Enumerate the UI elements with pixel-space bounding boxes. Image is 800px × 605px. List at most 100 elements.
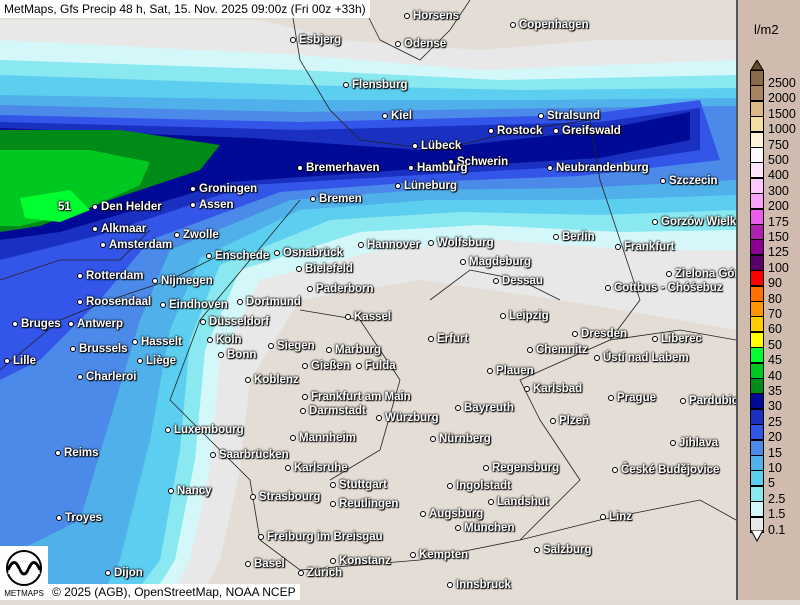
city-name: Paderborn <box>316 283 374 295</box>
city-name: Berlin <box>562 231 595 243</box>
city-label: Bremen <box>310 193 362 205</box>
city-dot-icon <box>376 414 382 421</box>
city-label: Groningen <box>190 183 257 195</box>
city-dot-icon <box>168 487 174 494</box>
city-dot-icon <box>455 404 461 411</box>
city-dot-icon <box>488 127 494 134</box>
city-name: Roosendaal <box>86 296 152 308</box>
legend-swatch <box>750 208 764 225</box>
city-label: Paderborn <box>307 283 374 295</box>
city-dot-icon <box>12 320 18 327</box>
city-dot-icon <box>206 252 212 259</box>
city-label: Plzeň <box>550 415 589 427</box>
legend-label: 90 <box>768 276 782 291</box>
precipitation-map[interactable]: Horsens Copenhagen Esbjerg Odense Flensburg K… <box>0 0 736 600</box>
city-label: Ústí nad Labem <box>594 352 689 364</box>
city-name: Köln <box>216 334 242 346</box>
legend-label: 1500 <box>768 106 796 121</box>
city-dot-icon <box>285 464 291 471</box>
legend-label: 125 <box>768 245 789 260</box>
city-dot-icon <box>428 239 434 246</box>
city-dot-icon <box>210 451 216 458</box>
city-dot-icon <box>132 338 138 345</box>
legend-entry: 125 <box>750 239 800 259</box>
city-dot-icon <box>55 449 61 456</box>
city-dot-icon <box>600 513 606 520</box>
legend-unit: l/m2 <box>754 22 779 37</box>
svg-text:METMAPS: METMAPS <box>4 589 44 598</box>
legend-swatch <box>750 70 764 86</box>
city-label: Bruges <box>12 318 61 330</box>
legend-entry: 0.1 <box>750 516 800 537</box>
legend-entry: 1500 <box>750 100 800 121</box>
city-label: Hasselt <box>132 336 182 348</box>
city-label: Gorzów Wielkopolski <box>652 216 736 228</box>
legend-entry: 20 <box>750 424 800 444</box>
legend-label: 400 <box>768 168 789 183</box>
city-label: Lille <box>4 355 36 367</box>
city-label: Stralsund <box>538 110 600 122</box>
city-name: Marburg <box>335 344 381 356</box>
city-name: Neubrandenburg <box>556 162 649 174</box>
city-dot-icon <box>258 533 264 540</box>
city-name: Lübeck <box>421 140 462 152</box>
city-dot-icon <box>670 439 676 446</box>
city-label: Amsterdam <box>100 239 172 251</box>
city-name: Osnabrück <box>283 247 344 259</box>
city-label: Saarbrücken <box>210 449 289 461</box>
legend-swatch <box>750 347 764 364</box>
city-label: Dresden <box>572 328 627 340</box>
legend-swatch <box>750 331 764 348</box>
city-label: Basel <box>245 558 285 570</box>
city-label: Liberec <box>652 333 702 345</box>
city-name: Basel <box>254 558 285 570</box>
city-label: Marburg <box>326 344 381 356</box>
legend-swatch <box>750 501 764 518</box>
legend-swatch <box>750 85 764 102</box>
legend-label: 45 <box>768 353 782 368</box>
legend-swatch <box>750 455 764 471</box>
city-name: Luxembourg <box>174 424 244 436</box>
city-label: Stuttgart <box>330 479 387 491</box>
legend-swatch <box>750 131 764 148</box>
legend-swatch <box>750 378 764 394</box>
city-name: Würzburg <box>385 412 439 424</box>
city-name: Erfurt <box>437 333 469 345</box>
legend-label: 5 <box>768 476 775 491</box>
legend-label: 60 <box>768 322 782 337</box>
city-name: Hamburg <box>417 162 468 174</box>
city-label: Berlin <box>553 231 595 243</box>
city-label: Flensburg <box>343 79 408 91</box>
city-label: Regensburg <box>483 462 559 474</box>
city-dot-icon <box>430 435 436 442</box>
city-dot-icon <box>152 277 158 284</box>
legend-label: 500 <box>768 153 789 167</box>
city-dot-icon <box>395 40 401 47</box>
city-name: Karlsbad <box>533 383 583 395</box>
city-label: Leipzig <box>500 310 549 322</box>
legend-swatch <box>750 485 764 502</box>
city-label: Pardubice <box>680 395 736 407</box>
city-dot-icon <box>190 201 196 208</box>
city-name: Dessau <box>502 275 543 287</box>
city-name: Lille <box>13 355 37 367</box>
city-label: Karlsruhe <box>285 462 348 474</box>
city-name: München <box>464 522 515 534</box>
legend-label: 2500 <box>768 76 796 90</box>
city-name: Innsbruck <box>456 579 511 591</box>
city-label: Nancy <box>168 485 212 497</box>
city-name: Mannheim <box>299 432 356 444</box>
city-dot-icon <box>412 142 418 149</box>
city-label: Nürnberg <box>430 433 491 445</box>
city-name: Kassel <box>354 311 392 323</box>
city-label: Liège <box>137 355 176 367</box>
city-label: Alkmaar <box>92 223 146 235</box>
legend-min-arrow-icon <box>750 530 764 542</box>
legend-swatch <box>750 177 764 194</box>
legend-swatch <box>750 301 764 317</box>
city-dot-icon <box>358 241 364 248</box>
city-dot-icon <box>160 301 166 308</box>
city-name: Rostock <box>497 125 543 137</box>
city-dot-icon <box>550 417 556 424</box>
city-dot-icon <box>510 21 516 28</box>
